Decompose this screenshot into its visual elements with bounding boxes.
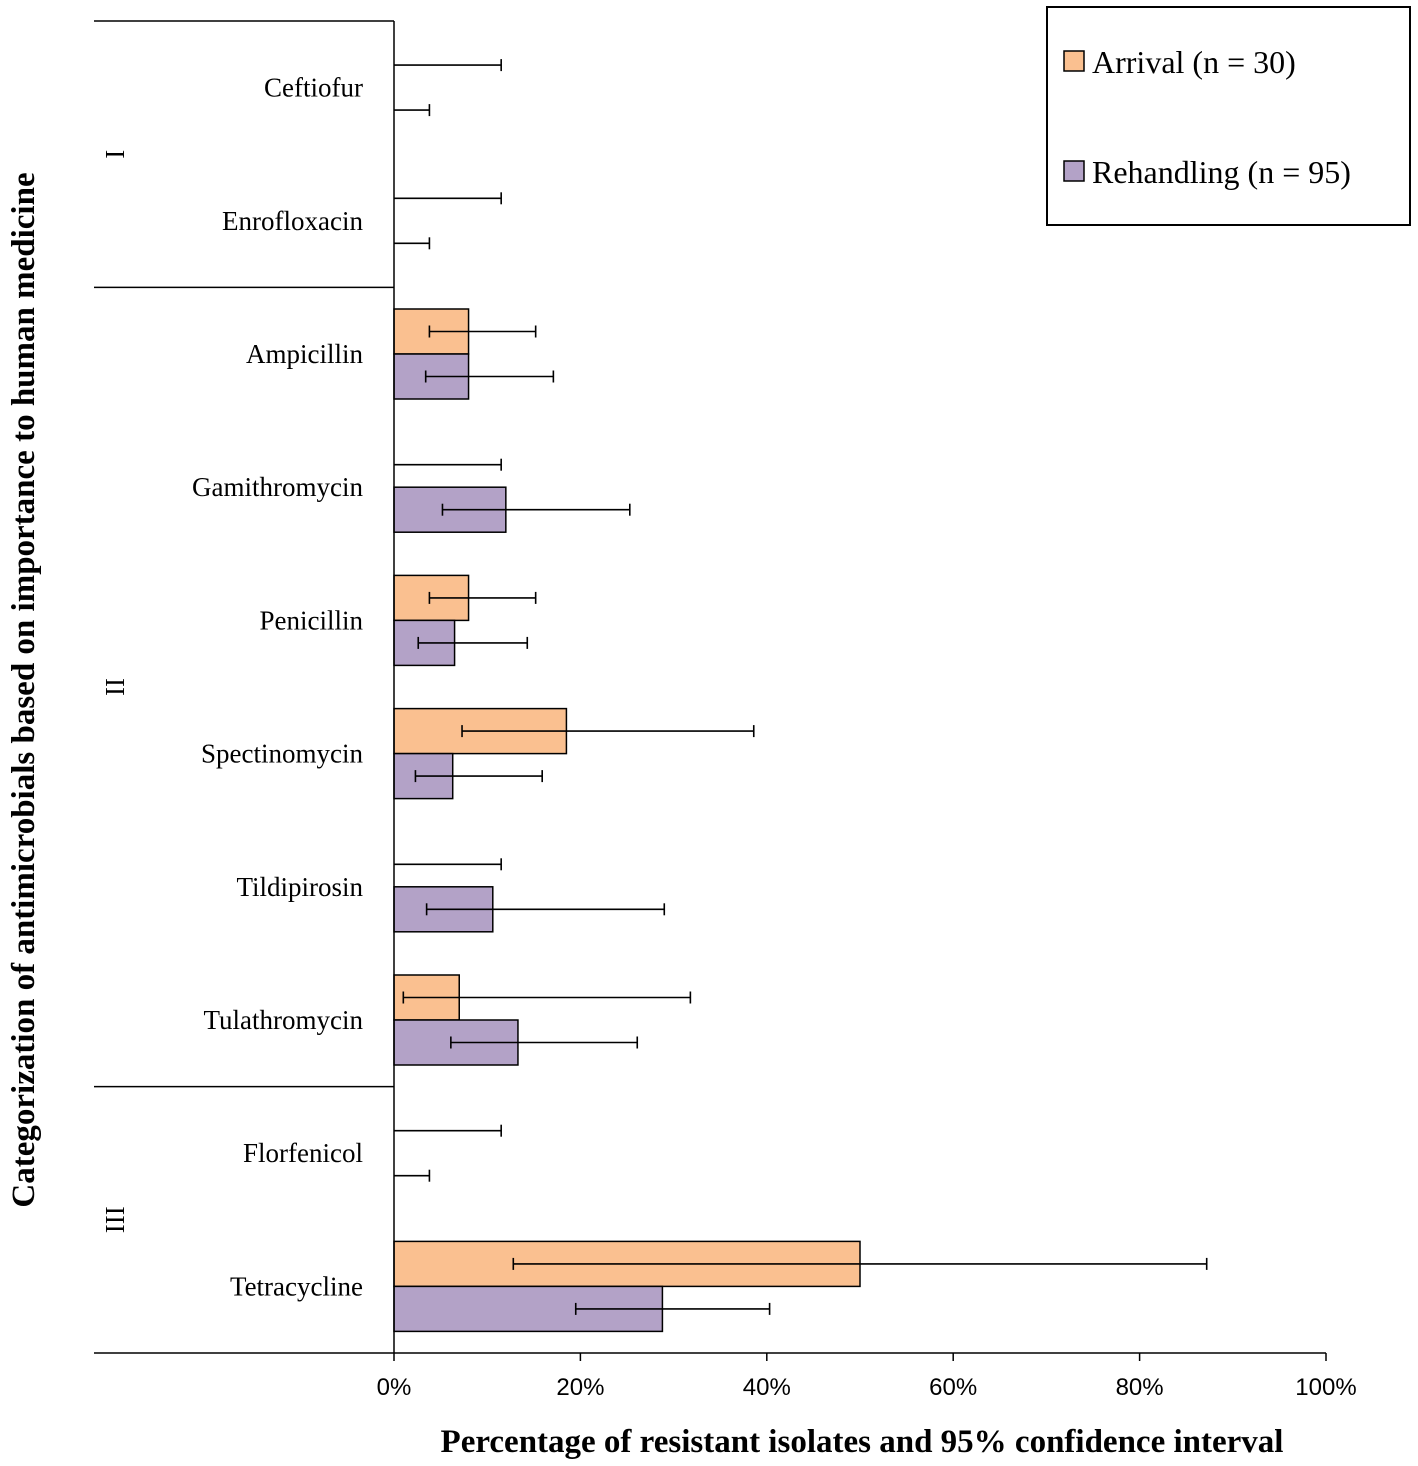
category-label: Penicillin [260, 605, 364, 635]
x-tick-label: 60% [929, 1374, 977, 1401]
legend-box [1046, 6, 1411, 226]
x-tick-label: 20% [556, 1374, 604, 1401]
category-label: Tildipirosin [236, 872, 363, 902]
errorbars-layer [394, 59, 1208, 1315]
legend-label-rehandling: Rehandling (n = 95) [1092, 154, 1351, 190]
category-label: Enrofloxacin [222, 206, 363, 236]
legend: Arrival (n = 30) Rehandling (n = 95) [1046, 6, 1411, 226]
legend-swatch-arrival [1063, 50, 1085, 72]
labels-layer: Ceftiofur Enrofloxacin Ampicillin Gamithrom… [100, 73, 1357, 1401]
category-label: Tetracycline [230, 1271, 363, 1301]
category-label: Spectinomycin [201, 739, 363, 769]
legend-label-arrival: Arrival (n = 30) [1092, 44, 1296, 80]
category-label: Tulathromycin [203, 1005, 363, 1035]
x-tick-label: 40% [743, 1374, 791, 1401]
legend-swatch-rehandling [1063, 160, 1085, 182]
group-label: III [100, 1206, 130, 1233]
y-axis-title: Categorization of antimicrobials based o… [6, 172, 42, 1207]
bars-layer [393, 308, 861, 1333]
group-label: II [100, 678, 130, 696]
x-tick-label: 80% [1116, 1374, 1164, 1401]
category-label: Ampicillin [246, 339, 363, 369]
category-label: Gamithromycin [192, 472, 363, 502]
x-axis-title: Percentage of resistant isolates and 95%… [441, 1424, 1284, 1460]
category-label: Florfenicol [243, 1138, 363, 1168]
x-tick-label: 0% [377, 1374, 412, 1401]
group-label: I [100, 150, 130, 159]
x-tick-label: 100% [1295, 1374, 1356, 1401]
category-label: Ceftiofur [264, 73, 363, 103]
